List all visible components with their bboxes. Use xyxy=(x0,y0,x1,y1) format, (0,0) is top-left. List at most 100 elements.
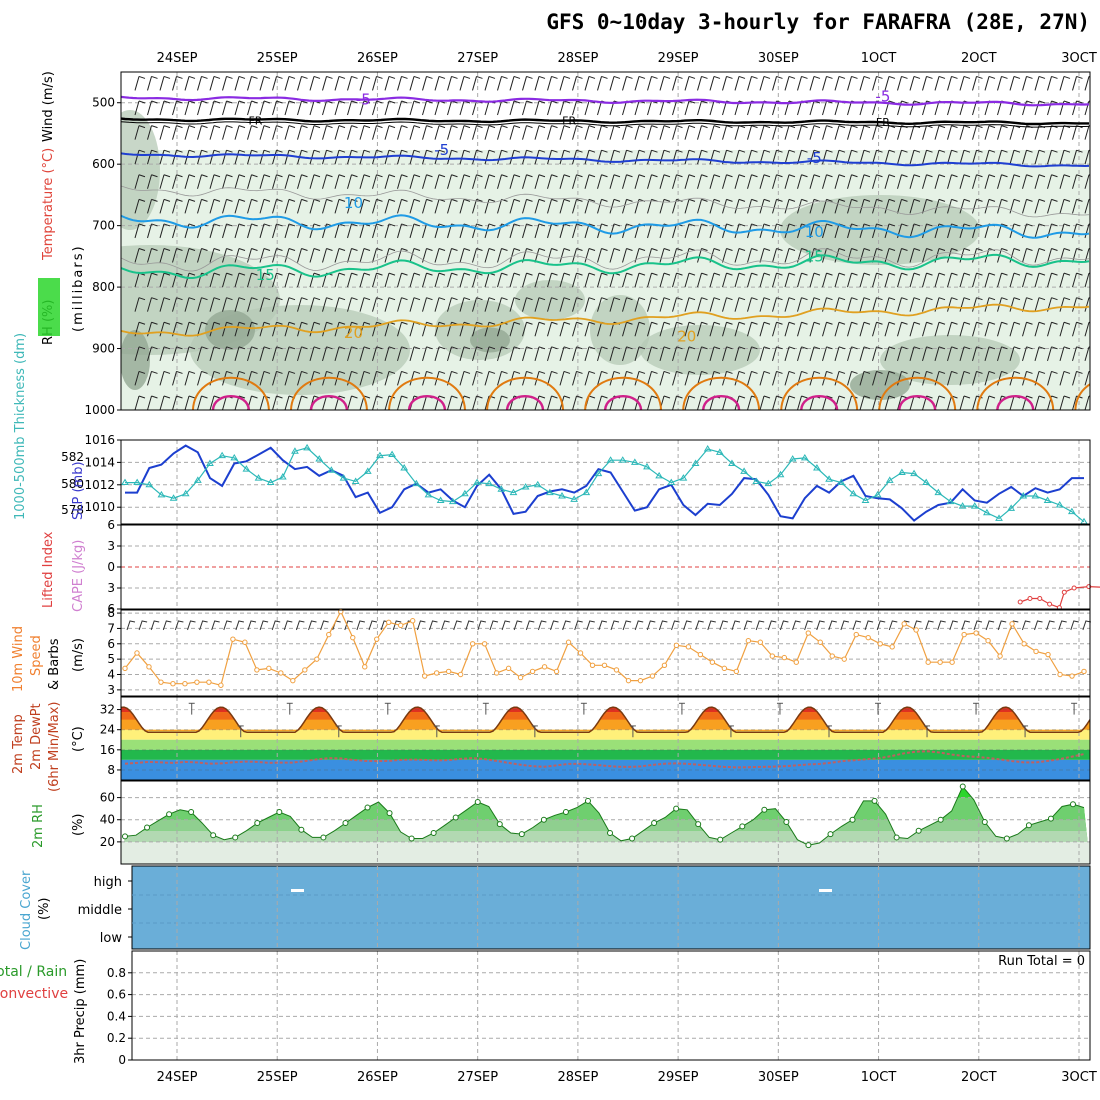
upper-wind-barb xyxy=(197,248,208,263)
upper-wind-barb xyxy=(547,346,558,361)
upper-wind-barb xyxy=(272,125,283,140)
lifted-index-point xyxy=(1037,596,1043,601)
upper-wind-barb xyxy=(1084,272,1090,288)
surface-wind-barb xyxy=(356,620,365,631)
upper-wind-barb xyxy=(1034,272,1046,288)
contour-label: -5 xyxy=(434,141,449,159)
upper-wind-barb xyxy=(222,272,233,288)
upper-wind-barb xyxy=(1059,297,1071,312)
upper-wind-barb xyxy=(347,395,358,410)
top-date-label: 29SEP xyxy=(658,51,699,66)
upper-wind-barb xyxy=(534,198,546,214)
upper-wind-barb xyxy=(1022,174,1033,189)
upper-wind-barb xyxy=(247,370,258,386)
upper-wind-barb xyxy=(484,346,496,361)
upper-wind-barb xyxy=(984,174,996,189)
surface-wind-barb xyxy=(392,620,402,631)
upper-wind-barb xyxy=(234,125,246,140)
thickness-point xyxy=(570,495,579,502)
upper-wind-barb xyxy=(572,395,583,410)
thickness-point xyxy=(825,475,833,482)
upper-wind-barb xyxy=(534,125,546,140)
upper-wind-barb xyxy=(584,248,596,263)
upper-wind-barb xyxy=(884,370,896,386)
upper-wind-barb xyxy=(284,248,296,263)
upper-wind-barb xyxy=(784,174,796,189)
temperature-dome xyxy=(121,707,1090,733)
thickness-point xyxy=(291,447,299,454)
upper-wind-barb xyxy=(884,272,896,288)
contour-30-loop xyxy=(211,395,251,410)
upper-wind-barb xyxy=(647,346,658,361)
upper-wind-barb xyxy=(184,248,196,263)
y-tick-label: 0 xyxy=(118,1053,126,1067)
contour-30-loop xyxy=(898,395,937,410)
y-tick-label: 700 xyxy=(92,219,115,233)
upper-wind-barb xyxy=(1072,346,1083,361)
upper-wind-barb xyxy=(422,198,433,214)
upper-wind-barb xyxy=(309,297,321,312)
wind-speed-point xyxy=(194,679,200,685)
upper-wind-barb xyxy=(697,125,708,140)
wind-speed-point xyxy=(1033,648,1039,655)
upper-wind-barb xyxy=(684,149,696,165)
thickness-point xyxy=(715,448,724,455)
upper-wind-barb xyxy=(897,272,908,288)
rh-point xyxy=(386,810,393,817)
upper-wind-barb xyxy=(947,149,958,165)
upper-wind-barb xyxy=(309,346,321,361)
upper-wind-barb xyxy=(909,321,921,337)
surface-wind-barb xyxy=(537,620,547,631)
upper-wind-barb xyxy=(759,346,771,361)
upper-wind-barb xyxy=(372,346,383,361)
upper-wind-barb xyxy=(922,297,933,312)
upper-wind-barb xyxy=(984,346,996,361)
thickness-point xyxy=(970,502,979,509)
upper-wind-barb xyxy=(547,272,558,288)
y-tick-label: 5 xyxy=(107,652,115,666)
upper-wind-barb xyxy=(947,75,958,91)
upper-wind-barb xyxy=(722,272,733,288)
upper-wind-barb xyxy=(497,346,508,361)
upper-wind-barb xyxy=(834,370,846,386)
upper-wind-barb xyxy=(959,297,971,312)
upper-wind-barb xyxy=(959,272,971,288)
upper-wind-barb xyxy=(359,100,371,116)
upper-wind-barb xyxy=(172,198,183,214)
upper-wind-barb xyxy=(909,346,921,361)
upper-wind-barb xyxy=(272,346,283,361)
wind-speed-point xyxy=(374,636,380,642)
upper-wind-barb xyxy=(234,321,246,337)
upper-wind-barb xyxy=(684,174,696,189)
y-tick-label: 1012 xyxy=(84,478,115,492)
upper-wind-barb xyxy=(1072,370,1083,386)
upper-wind-barb xyxy=(534,174,546,189)
upper-wind-barb xyxy=(959,395,971,410)
rh-point xyxy=(695,821,702,828)
upper-wind-barb xyxy=(322,149,333,165)
upper-wind-barb xyxy=(422,174,433,189)
upper-wind-barb xyxy=(459,346,471,361)
upper-wind-barb xyxy=(1072,223,1083,239)
thickness-point xyxy=(910,469,918,477)
upper-wind-barb xyxy=(1047,149,1058,165)
upper-wind-barb xyxy=(409,100,421,116)
upper-wind-barb xyxy=(647,395,658,410)
upper-wind-barb xyxy=(672,395,683,410)
upper-wind-barb xyxy=(559,272,571,288)
thickness-point xyxy=(849,489,858,497)
upper-wind-barb xyxy=(922,321,933,337)
surface-wind-barb xyxy=(199,620,208,631)
rh-point xyxy=(651,820,658,827)
y-tick-label: 8 xyxy=(107,606,115,620)
upper-wind-barb xyxy=(697,149,708,165)
contour-label: FR xyxy=(876,116,890,129)
upper-wind-barb xyxy=(522,198,533,214)
rh-point xyxy=(849,816,856,823)
upper-wind-barb xyxy=(134,198,146,214)
upper-wind-barb xyxy=(959,248,971,263)
thickness-point xyxy=(121,478,129,486)
upper-wind-barb xyxy=(559,370,571,386)
rh-shading-dark xyxy=(515,280,585,320)
upper-wind-barb xyxy=(209,125,221,140)
